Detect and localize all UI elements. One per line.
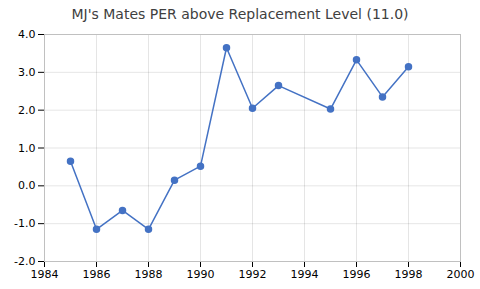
- svg-text:1998: 1998: [395, 268, 423, 281]
- svg-text:4.0: 4.0: [18, 28, 36, 41]
- svg-text:1988: 1988: [135, 268, 163, 281]
- svg-text:3.0: 3.0: [18, 66, 36, 79]
- svg-text:-2.0: -2.0: [14, 255, 35, 268]
- svg-text:1992: 1992: [239, 268, 267, 281]
- svg-text:1.0: 1.0: [18, 142, 36, 155]
- svg-text:2.0: 2.0: [18, 104, 36, 117]
- svg-text:1990: 1990: [187, 268, 215, 281]
- svg-text:0.0: 0.0: [18, 179, 36, 192]
- svg-text:1984: 1984: [31, 268, 59, 281]
- svg-text:-1.0: -1.0: [14, 217, 35, 230]
- svg-text:1986: 1986: [83, 268, 111, 281]
- svg-text:2000: 2000: [447, 268, 475, 281]
- html-text:MJ's Mates PER above Replaceme: MJ's Mates PER above Replacement Level (…: [71, 6, 409, 22]
- svg-text:1996: 1996: [343, 268, 371, 281]
- svg-text:1994: 1994: [291, 268, 319, 281]
